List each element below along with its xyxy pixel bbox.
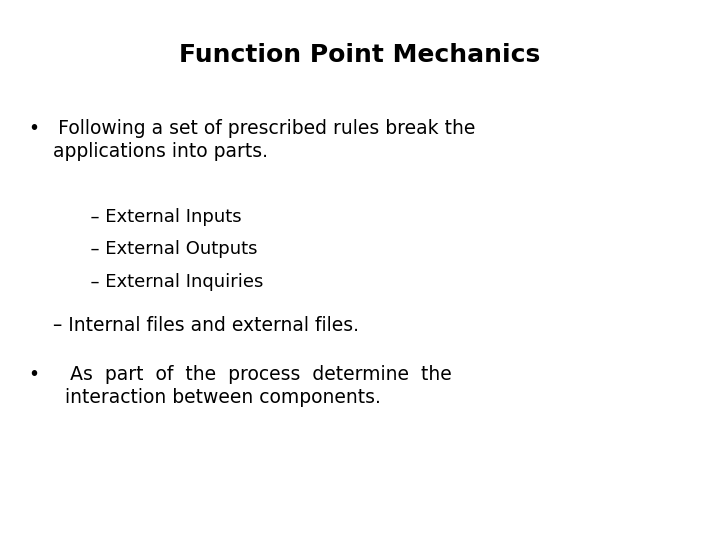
Text: – External Outputs: – External Outputs bbox=[79, 240, 258, 258]
Text: – Internal files and external files.: – Internal files and external files. bbox=[29, 316, 359, 335]
Text: •   Following a set of prescribed rules break the
    applications into parts.: • Following a set of prescribed rules br… bbox=[29, 119, 475, 161]
Text: •     As  part  of  the  process  determine  the
      interaction between compo: • As part of the process determine the i… bbox=[29, 364, 451, 407]
Text: – External Inquiries: – External Inquiries bbox=[79, 273, 264, 291]
Text: – External Inputs: – External Inputs bbox=[79, 208, 242, 226]
Text: Function Point Mechanics: Function Point Mechanics bbox=[179, 43, 541, 67]
